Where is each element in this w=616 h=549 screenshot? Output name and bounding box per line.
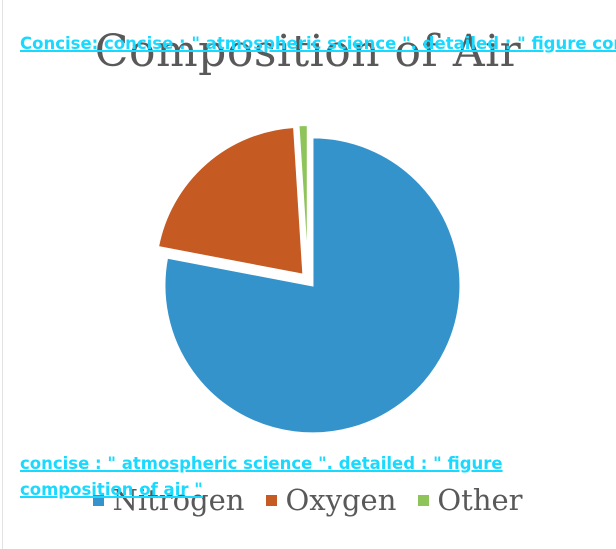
chart-legend: Nitrogen Oxygen Other bbox=[0, 480, 616, 520]
legend-item-oxygen: Oxygen bbox=[266, 483, 396, 517]
legend-item-nitrogen: Nitrogen bbox=[93, 483, 244, 517]
pie-slice-oxygen bbox=[156, 125, 305, 276]
legend-label-oxygen: Oxygen bbox=[285, 483, 397, 517]
legend-label-nitrogen: Nitrogen bbox=[112, 483, 245, 517]
legend-swatch-nitrogen bbox=[93, 494, 105, 506]
chart-title: Composition of Air bbox=[94, 26, 522, 77]
legend-label-other: Other bbox=[437, 483, 523, 517]
legend-item-other: Other bbox=[418, 483, 523, 517]
caption-overlay-bottom-line1: concise : " atmospheric science ". detai… bbox=[20, 454, 503, 473]
pie-slice-other bbox=[297, 124, 309, 274]
legend-swatch-other bbox=[418, 494, 430, 506]
pie-slice-nitrogen bbox=[163, 136, 462, 435]
legend-swatch-oxygen bbox=[266, 494, 278, 506]
chart-border bbox=[2, 0, 3, 549]
caption-overlay-top: Concise: concise : " atmospheric science… bbox=[20, 34, 616, 53]
caption-overlay-bottom-line2: composition of air " bbox=[20, 480, 203, 499]
